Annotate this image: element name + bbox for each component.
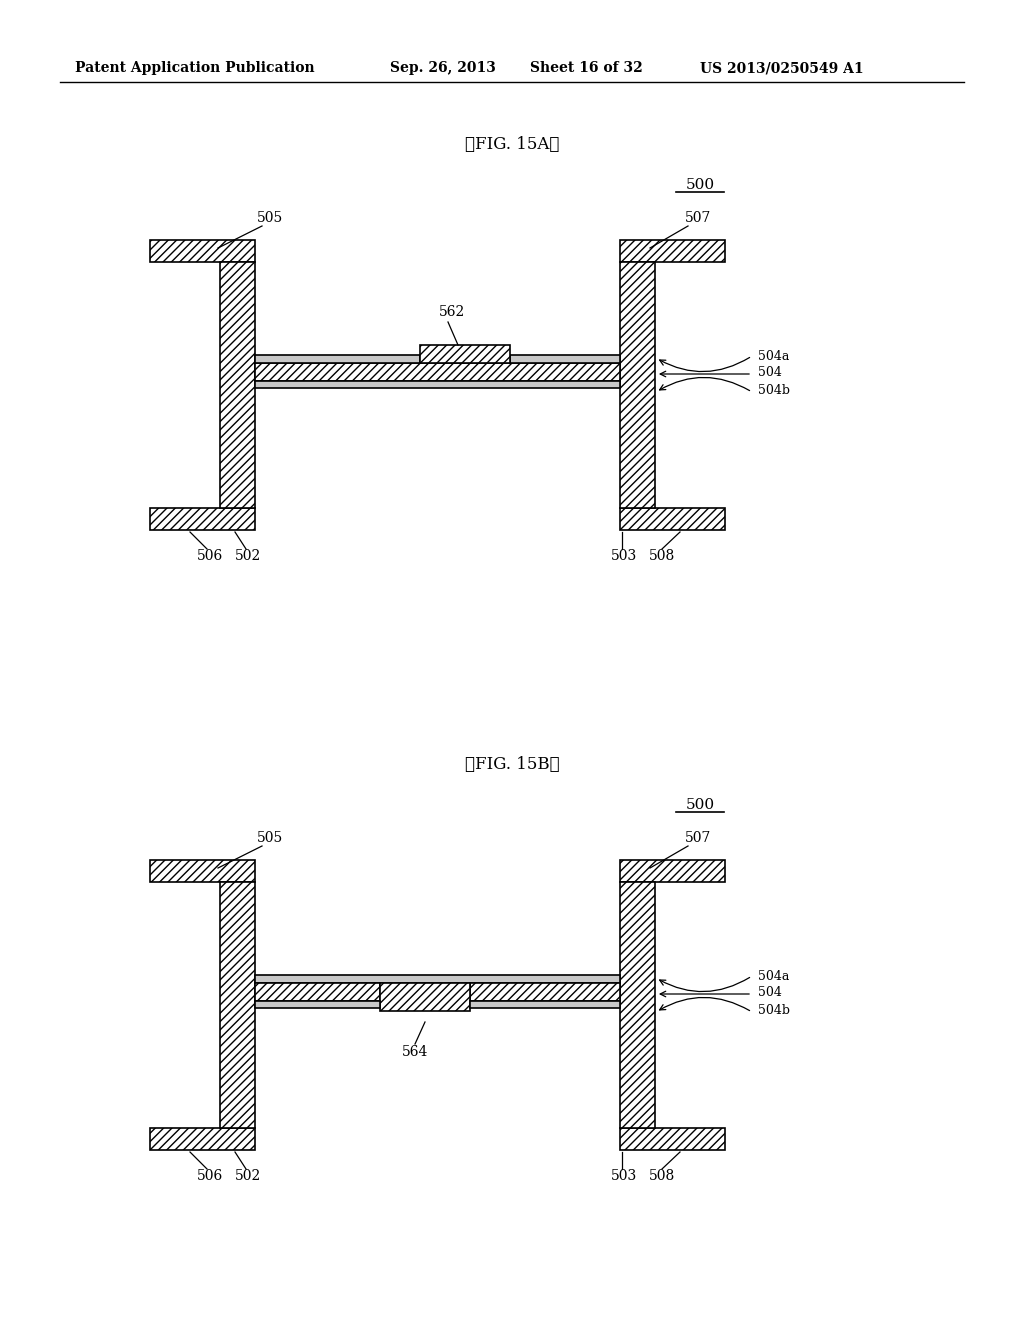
Bar: [620, 861, 725, 882]
Text: 508: 508: [649, 549, 675, 564]
Bar: [255, 355, 420, 363]
Text: 564: 564: [401, 1045, 428, 1059]
Bar: [620, 240, 725, 261]
Text: 503: 503: [611, 1170, 637, 1183]
Text: 500: 500: [685, 178, 715, 191]
Text: US 2013/0250549 A1: US 2013/0250549 A1: [700, 61, 863, 75]
Text: 504a: 504a: [758, 969, 790, 982]
Bar: [255, 975, 620, 983]
Bar: [150, 861, 255, 882]
Text: 【FIG. 15B】: 【FIG. 15B】: [465, 756, 559, 774]
Text: 【FIG. 15A】: 【FIG. 15A】: [465, 136, 559, 153]
Text: 502: 502: [234, 1170, 261, 1183]
Bar: [220, 261, 255, 508]
Bar: [620, 1129, 725, 1150]
Text: 506: 506: [197, 1170, 223, 1183]
Text: 506: 506: [197, 549, 223, 564]
Bar: [255, 363, 620, 381]
Text: 507: 507: [685, 832, 712, 845]
Bar: [470, 983, 620, 1001]
Bar: [255, 381, 620, 388]
Text: 504: 504: [758, 986, 782, 998]
Bar: [150, 508, 255, 531]
Text: 507: 507: [685, 211, 712, 224]
Bar: [220, 882, 255, 1129]
Text: 508: 508: [649, 1170, 675, 1183]
Text: Sep. 26, 2013: Sep. 26, 2013: [390, 61, 496, 75]
Text: Sheet 16 of 32: Sheet 16 of 32: [530, 61, 643, 75]
Bar: [620, 261, 655, 508]
Text: 504b: 504b: [758, 1003, 790, 1016]
Bar: [470, 1001, 620, 1008]
Text: 505: 505: [257, 832, 283, 845]
Bar: [420, 345, 510, 363]
Bar: [150, 1129, 255, 1150]
Bar: [255, 1001, 380, 1008]
Bar: [620, 508, 725, 531]
Bar: [380, 983, 470, 1011]
Text: 504a: 504a: [758, 350, 790, 363]
Text: 503: 503: [611, 549, 637, 564]
Text: 504b: 504b: [758, 384, 790, 396]
Text: 500: 500: [685, 799, 715, 812]
Text: Patent Application Publication: Patent Application Publication: [75, 61, 314, 75]
Text: 502: 502: [234, 549, 261, 564]
Text: 562: 562: [439, 305, 465, 319]
Text: 505: 505: [257, 211, 283, 224]
Bar: [620, 882, 655, 1129]
Text: 504: 504: [758, 366, 782, 379]
Bar: [150, 240, 255, 261]
Bar: [510, 355, 620, 363]
Bar: [255, 983, 380, 1001]
